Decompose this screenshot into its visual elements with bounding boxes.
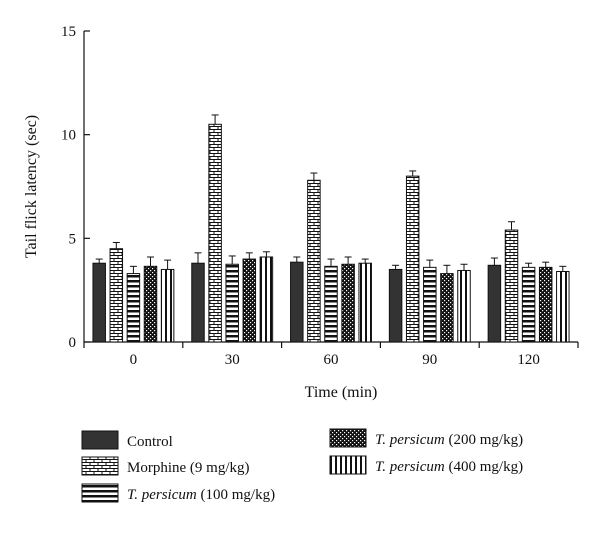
legend-item: T. persicum (200 mg/kg) (329, 428, 523, 448)
bar (556, 271, 570, 343)
bar (440, 273, 454, 343)
legend-label-text: Control (127, 434, 173, 450)
bar (487, 264, 502, 343)
bar (242, 258, 257, 343)
legend-label-text: (200 mg/kg) (445, 432, 523, 448)
y-tick-label: 10 (61, 128, 76, 144)
bar (538, 266, 553, 343)
x-tick-label: 120 (517, 352, 540, 368)
bar (358, 262, 372, 343)
y-tick-label: 0 (69, 335, 77, 351)
x-tick-label: 0 (130, 352, 138, 368)
legend-label: T. persicum (400 mg/kg) (375, 459, 523, 475)
bar (457, 269, 471, 343)
legend-item: T. persicum (100 mg/kg) (81, 483, 275, 503)
legend: Control Morphine (9 mg/kg) T. persicum (10… (81, 428, 523, 503)
y-tick-label: 15 (61, 24, 76, 40)
x-tick-label: 60 (324, 352, 339, 368)
axes: 0 5 10 15 Tail flick latency (sec) 0 30 60 90 120… (23, 24, 579, 401)
bar (109, 248, 124, 343)
legend-item: T. persicum (400 mg/kg) (329, 455, 523, 475)
bar (259, 256, 274, 343)
legend-label-italic: T. persicum (375, 432, 445, 448)
legend-swatch (329, 428, 367, 448)
bar (423, 266, 437, 343)
bar (307, 179, 321, 343)
bar (388, 268, 403, 343)
legend-item: Morphine (9 mg/kg) (81, 456, 249, 476)
legend-label-italic: T. persicum (127, 487, 197, 503)
bar (191, 262, 205, 343)
legend-swatch (81, 483, 119, 503)
legend-label-italic: T. persicum (375, 459, 445, 475)
bar (143, 265, 158, 343)
bars-layer (92, 114, 570, 343)
legend-item: Control (81, 430, 173, 450)
y-tick-label: 5 (69, 231, 77, 247)
legend-label: T. persicum (100 mg/kg) (127, 487, 275, 503)
bar (324, 265, 338, 343)
x-axis-label: Time (min) (305, 384, 378, 401)
legend-label-text: (100 mg/kg) (197, 487, 275, 503)
bar (405, 175, 420, 343)
bar (341, 263, 355, 343)
x-tick-label: 90 (422, 352, 437, 368)
legend-label-text: (400 mg/kg) (445, 459, 523, 475)
legend-label: T. persicum (200 mg/kg) (375, 432, 523, 448)
bar (504, 229, 519, 343)
x-tick-label: 30 (225, 352, 240, 368)
y-axis-label: Tail flick latency (sec) (23, 115, 40, 258)
bar (160, 268, 175, 343)
legend-swatch (81, 456, 119, 476)
legend-label: Control (127, 434, 173, 450)
legend-swatch (329, 455, 367, 475)
bar (521, 266, 536, 343)
bar (208, 123, 222, 343)
bar (290, 261, 304, 343)
legend-swatch (81, 430, 119, 450)
bar (126, 273, 141, 343)
bar (92, 262, 106, 343)
bar (225, 263, 239, 343)
legend-label-text: Morphine (9 mg/kg) (127, 460, 249, 476)
legend-label: Morphine (9 mg/kg) (127, 460, 249, 476)
